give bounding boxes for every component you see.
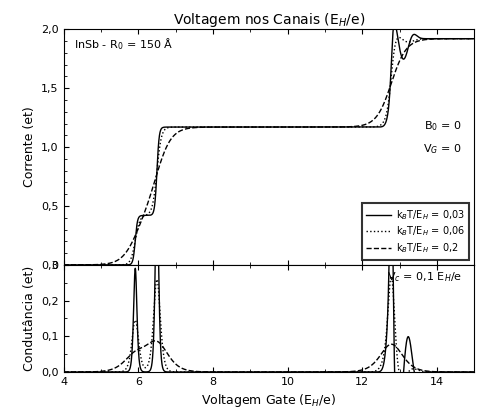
Text: V$_G$ = 0: V$_G$ = 0 (423, 143, 461, 156)
Y-axis label: Condutância (et): Condutância (et) (22, 266, 36, 371)
Title: Voltagem nos Canais (E$_H$/e): Voltagem nos Canais (E$_H$/e) (172, 11, 365, 29)
Text: V$_c$ = 0,1 E$_H$/e: V$_c$ = 0,1 E$_H$/e (386, 270, 461, 284)
Text: InSb - R$_0$ = 150 Å: InSb - R$_0$ = 150 Å (74, 36, 173, 52)
X-axis label: Voltagem Gate (E$_{H}$/e): Voltagem Gate (E$_{H}$/e) (201, 393, 336, 410)
Y-axis label: Corrente (et): Corrente (et) (22, 107, 36, 187)
Legend: k$_B$T/E$_H$ = 0,03, k$_B$T/E$_H$ = 0,06, k$_B$T/E$_H$ = 0,2: k$_B$T/E$_H$ = 0,03, k$_B$T/E$_H$ = 0,06… (361, 203, 468, 260)
Text: B$_0$ = 0: B$_0$ = 0 (424, 119, 461, 133)
